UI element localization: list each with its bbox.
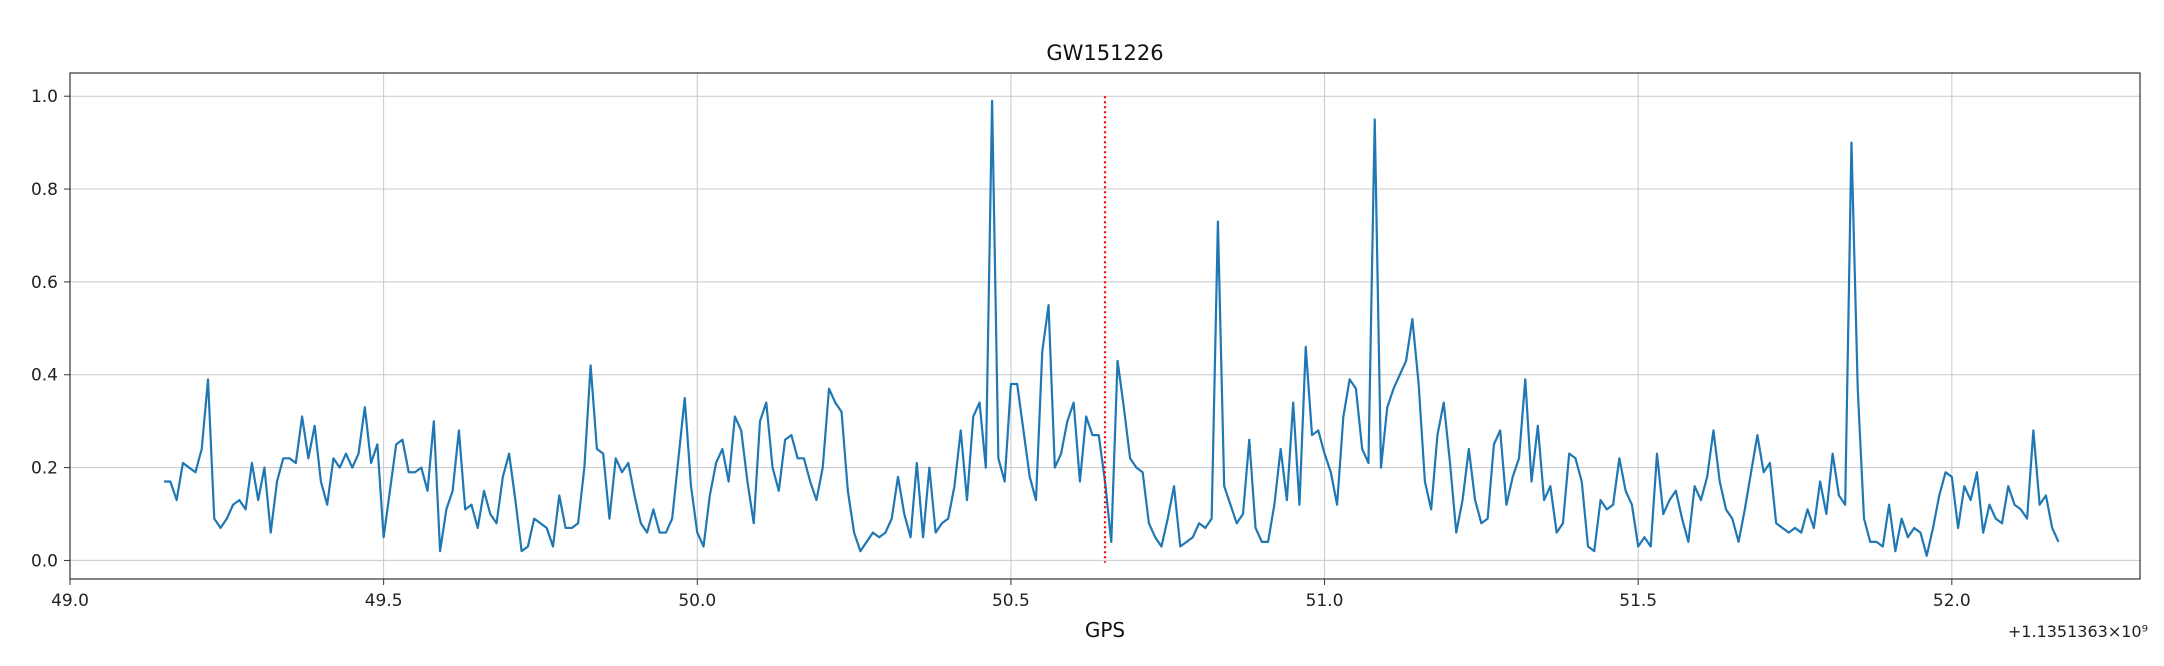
y-tick-label: 0.8 — [31, 180, 58, 200]
x-axis-offset-label: +1.1351363×10⁹ — [2008, 622, 2148, 641]
series-line — [164, 99, 2060, 557]
x-tick-label: 50.5 — [992, 591, 1030, 611]
x-tick-label: 51.0 — [1306, 591, 1344, 611]
x-tick-label: 51.5 — [1619, 591, 1657, 611]
y-tick-label: 1.0 — [31, 87, 58, 107]
axis-ticks: 49.0 49.5 50.0 50.5 51.0 51.5 52.0 0.0 0.2 0.4 0.6… — [31, 87, 1971, 611]
y-tick-label: 0.6 — [31, 273, 58, 293]
y-tick-label: 0.2 — [31, 459, 58, 479]
x-tick-label: 49.5 — [365, 591, 403, 611]
x-tick-label: 52.0 — [1933, 591, 1971, 611]
x-axis-label: GPS — [1085, 618, 1125, 642]
plot-frame — [69, 72, 2141, 580]
series-layer — [164, 99, 2060, 557]
y-tick-label: 0.0 — [31, 551, 58, 571]
chart-title: GW151226 — [1046, 41, 1163, 65]
x-tick-label: 49.0 — [51, 591, 89, 611]
y-tick-label: 0.4 — [31, 366, 58, 386]
x-tick-label: 50.0 — [678, 591, 716, 611]
